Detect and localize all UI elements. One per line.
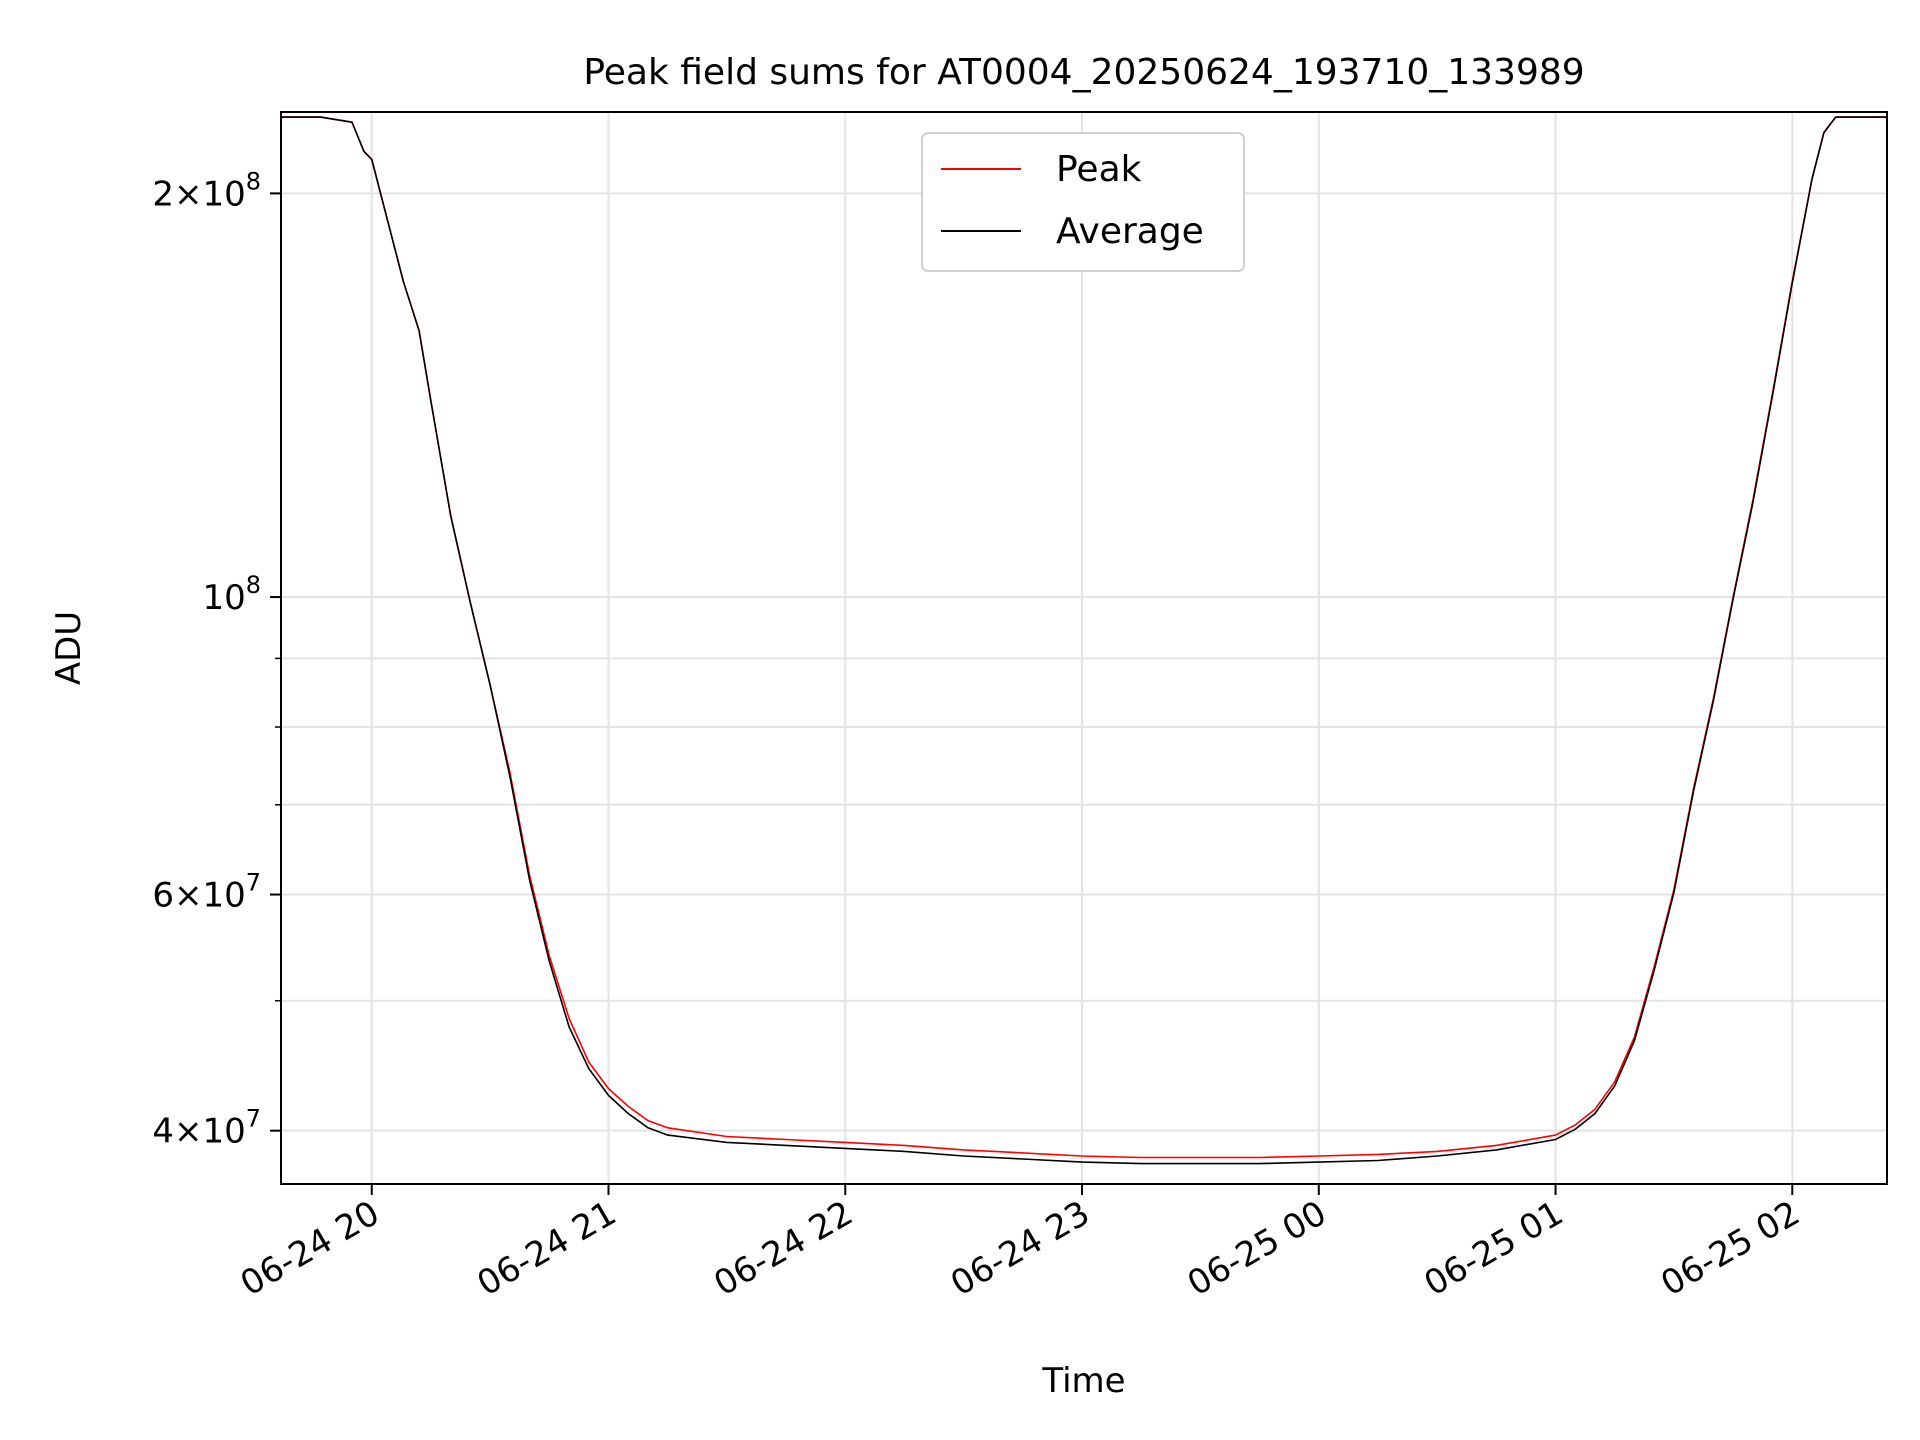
y-tick-label: 4×107 <box>152 1105 261 1152</box>
y-axis-label: ADU <box>49 611 89 685</box>
legend-box <box>921 132 1245 272</box>
y-axis-ticks: 4×107 6×107 108 2×108 <box>152 167 281 1152</box>
x-axis-label: Time <box>1041 1361 1125 1401</box>
y-tick-label: 108 <box>202 571 261 618</box>
y-tick-label: 2×108 <box>152 167 261 214</box>
legend-label-peak: Peak <box>1056 149 1142 190</box>
plot-frame <box>280 111 1888 1185</box>
chart-title: Peak field sums for AT0004_20250624_1937… <box>583 52 1584 93</box>
series-layer <box>281 116 1887 1165</box>
legend: Peak Average <box>921 132 1245 272</box>
y-tick-label: 6×107 <box>152 869 261 916</box>
series-line-average <box>281 116 1887 1165</box>
legend-label-average: Average <box>1056 211 1204 252</box>
